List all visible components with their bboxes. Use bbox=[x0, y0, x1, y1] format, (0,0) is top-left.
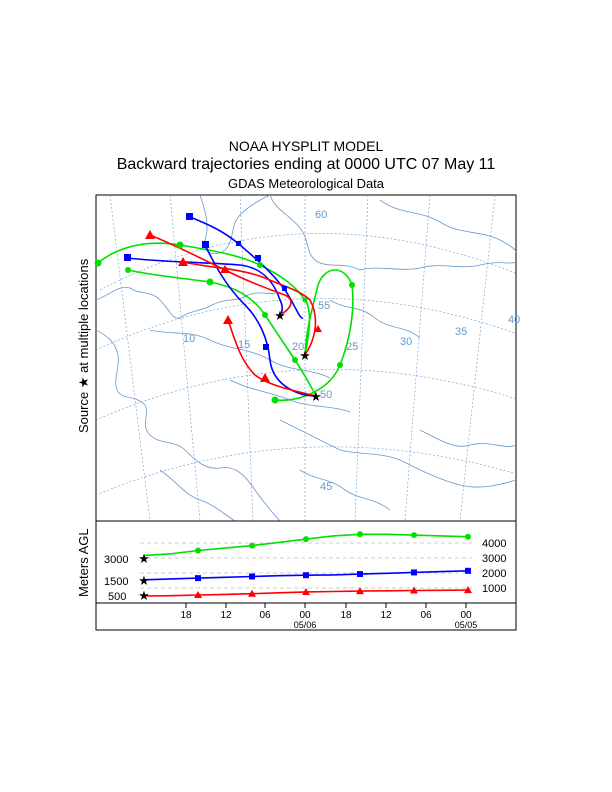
map-traj-red-north bbox=[149, 234, 292, 316]
meters-agl-label: Meters AGL bbox=[76, 528, 91, 597]
start-star-icon: ★ bbox=[138, 589, 150, 604]
height-point-green bbox=[357, 531, 363, 538]
map-traj-red-south bbox=[227, 319, 317, 397]
right-tick-1000: 1000 bbox=[482, 583, 506, 595]
vertical-panel: ★ ★ ★ 3000 1500 500 4000 3000 2000 1000 bbox=[95, 520, 517, 604]
lon-label-40: 40 bbox=[508, 314, 520, 326]
date-label: 05/06 bbox=[294, 620, 317, 630]
chart-title: Backward trajectories ending at 0000 UTC… bbox=[116, 156, 496, 173]
right-tick-4000: 4000 bbox=[482, 538, 506, 550]
height-point-green bbox=[465, 533, 471, 540]
map-traj-red-mid bbox=[182, 261, 317, 356]
map-traj-blue-mid bbox=[127, 257, 283, 316]
map-traj-green-loop bbox=[274, 269, 354, 401]
height-point-green bbox=[249, 542, 255, 549]
green-markers bbox=[94, 241, 355, 404]
left-tick-3000: 3000 bbox=[104, 554, 128, 566]
source-star-icon: ★ bbox=[310, 390, 322, 405]
height-point-blue bbox=[249, 573, 255, 580]
lat-label-55: 55 bbox=[318, 300, 330, 312]
source-star-icon: ★ bbox=[274, 309, 286, 324]
height-point-blue bbox=[357, 571, 363, 578]
met-data-label: GDAS Meteorological Data bbox=[227, 176, 385, 191]
height-point-red bbox=[464, 586, 472, 594]
height-point-red bbox=[248, 589, 256, 597]
lat-label-60: 60 bbox=[315, 209, 327, 221]
map-traj-green-north bbox=[97, 242, 311, 356]
graticule bbox=[96, 195, 516, 521]
model-title: NOAA HYSPLIT MODEL bbox=[228, 138, 384, 154]
height-point-blue bbox=[195, 575, 201, 582]
height-point-red bbox=[356, 587, 364, 595]
left-tick-1500: 1500 bbox=[104, 576, 128, 588]
map-traj-green-south bbox=[127, 269, 317, 397]
lon-label-25: 25 bbox=[346, 341, 358, 353]
height-point-blue bbox=[411, 569, 417, 576]
coastlines bbox=[96, 195, 516, 521]
height-point-green bbox=[303, 536, 309, 543]
height-point-red bbox=[410, 586, 418, 594]
right-tick-2000: 2000 bbox=[482, 568, 506, 580]
lat-label-45: 45 bbox=[320, 481, 332, 493]
start-star-icon: ★ bbox=[138, 552, 150, 567]
source-star-icon: ★ bbox=[299, 349, 311, 364]
lon-label-35: 35 bbox=[455, 326, 467, 338]
height-point-green bbox=[411, 532, 417, 539]
lon-label-20: 20 bbox=[292, 341, 304, 353]
map-panel: 60 55 50 45 10 15 20 25 30 35 40 bbox=[94, 194, 520, 522]
time-tick-label: 00 bbox=[460, 610, 472, 621]
date-label: 05/05 bbox=[455, 620, 478, 630]
time-tick-label: 12 bbox=[380, 610, 392, 621]
time-tick-label: 00 bbox=[299, 610, 311, 621]
lon-label-10: 10 bbox=[183, 333, 195, 345]
time-axis-frame bbox=[95, 602, 517, 631]
lon-label-30: 30 bbox=[400, 336, 412, 348]
time-tick-label: 18 bbox=[180, 610, 192, 621]
height-point-green bbox=[195, 547, 201, 554]
vertical-series bbox=[143, 531, 472, 599]
source-axis-label: Source ★ at multiple locations bbox=[76, 258, 91, 433]
time-tick-label: 12 bbox=[220, 610, 232, 621]
right-tick-3000: 3000 bbox=[482, 553, 506, 565]
time-axis: 18 12 06 00 18 12 06 00 05/06 05/05 bbox=[95, 602, 517, 631]
start-star-icon: ★ bbox=[138, 574, 150, 589]
left-tick-500: 500 bbox=[108, 591, 126, 603]
blue-markers bbox=[124, 213, 287, 350]
height-point-red bbox=[302, 587, 310, 595]
height-point-blue bbox=[465, 567, 471, 574]
lon-label-15: 15 bbox=[238, 339, 250, 351]
height-point-blue bbox=[303, 572, 309, 579]
time-tick-label: 18 bbox=[340, 610, 352, 621]
red-markers bbox=[145, 230, 322, 382]
time-tick-label: 06 bbox=[420, 610, 432, 621]
height-point-red bbox=[194, 591, 202, 599]
map-traj-blue-south bbox=[204, 244, 317, 397]
lat-label-50: 50 bbox=[320, 389, 332, 401]
time-tick-label: 06 bbox=[259, 610, 271, 621]
map-frame bbox=[95, 194, 517, 522]
